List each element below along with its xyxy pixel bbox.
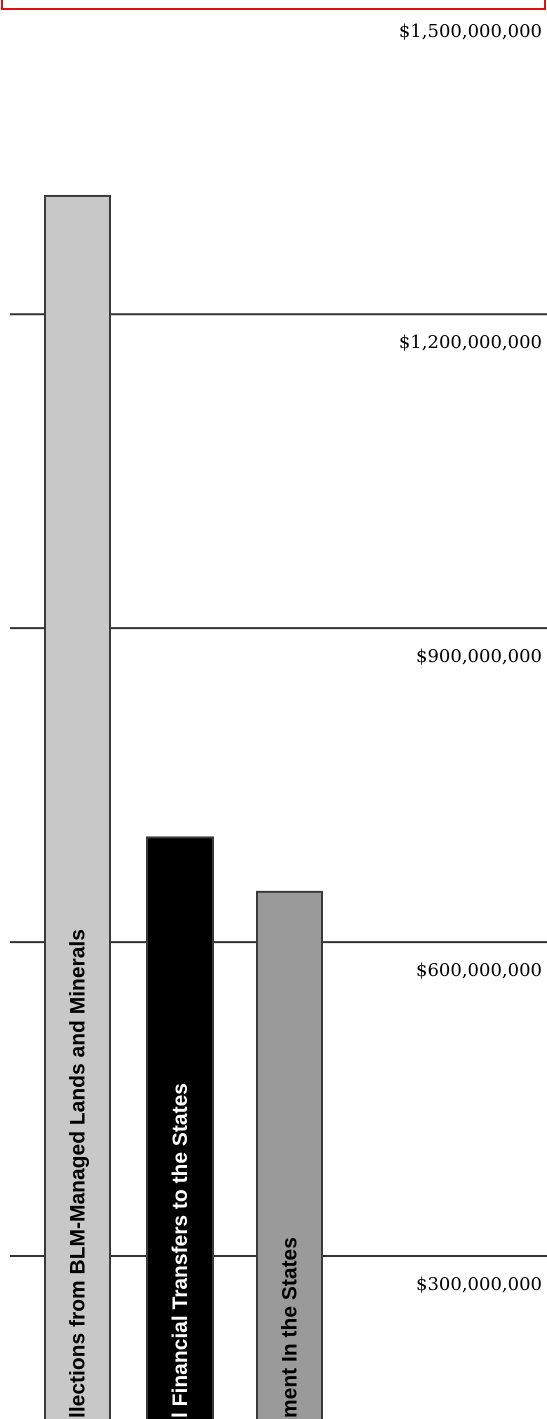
bar-label-financial-transfers: l Financial Transfers to the States: [169, 1083, 192, 1418]
y-tick-label-300m: $300,000,000: [416, 1274, 542, 1295]
top-frame: [1, 0, 546, 10]
y-tick-labels: $300,000,000 $600,000,000 $900,000,000 $1,2…: [399, 21, 542, 1295]
bar-label-blm-collections: llections from BLM-Managed Lands and Min…: [67, 929, 90, 1418]
bar-investment-in-states: [256, 890, 323, 1419]
bar-financial-transfers: [146, 836, 214, 1419]
y-tick-label-1500m: $1,500,000,000: [399, 21, 542, 42]
bar-blm-collections: [44, 194, 111, 1419]
y-tick-label-600m: $600,000,000: [416, 960, 542, 981]
y-tick-label-900m: $900,000,000: [416, 646, 542, 667]
y-tick-label-1200m: $1,200,000,000: [399, 332, 542, 353]
bar-label-investment-in-states: ment In the States: [279, 1237, 302, 1418]
bars: llections from BLM-Managed Lands and Min…: [44, 194, 323, 1419]
